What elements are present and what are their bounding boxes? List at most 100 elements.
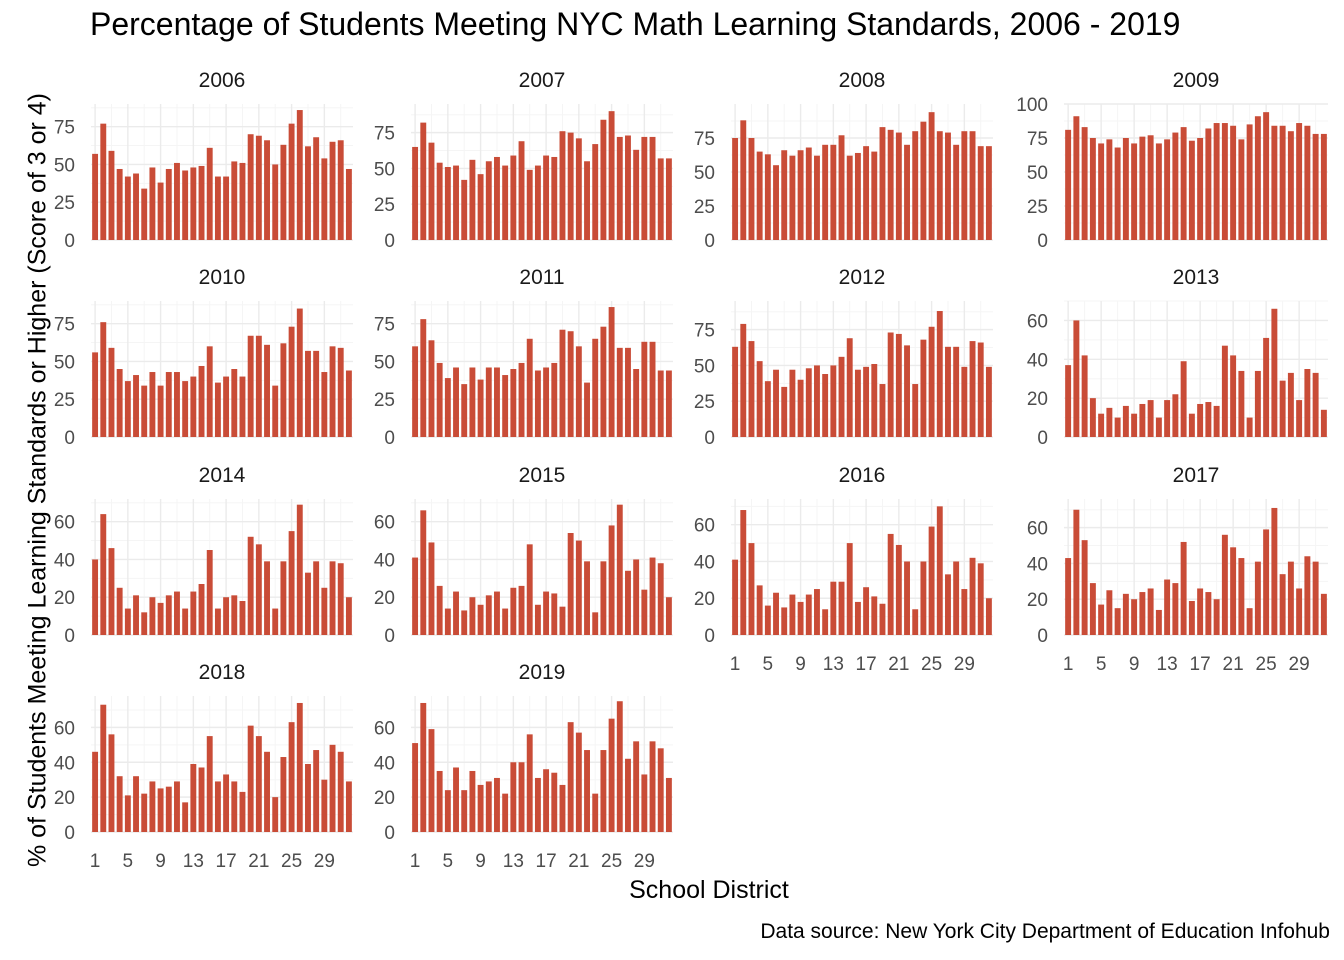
bar-district-10 (805, 594, 812, 635)
bar-district-9 (477, 784, 484, 832)
bar-district-20 (247, 134, 254, 240)
bar-district-15 (1180, 361, 1187, 437)
bar-district-21 (1230, 547, 1237, 635)
x-tick-label: 25 (601, 851, 622, 872)
bar-district-14 (518, 362, 525, 437)
bar-district-25 (608, 525, 615, 635)
bar-district-31 (1312, 133, 1319, 240)
bar-district-24 (920, 339, 927, 437)
bar-district-6 (773, 165, 779, 240)
bar-district-16 (854, 152, 861, 240)
bar-district-2 (740, 510, 747, 635)
x-tick-label: 1 (1063, 654, 1074, 675)
bar-district-5 (444, 608, 451, 635)
y-tick-label: 60 (1027, 311, 1048, 332)
bar-district-14 (198, 165, 205, 240)
y-tick-label: 25 (694, 197, 715, 218)
bar-district-3 (428, 542, 435, 635)
bar-district-13 (510, 369, 517, 437)
bar-district-9 (797, 150, 804, 240)
y-tick-label: 25 (1027, 197, 1048, 218)
bar-district-8 (149, 167, 156, 240)
bar-district-32 (665, 597, 672, 635)
bar-district-4 (436, 585, 443, 635)
bar-district-6 (453, 767, 459, 832)
bar-district-15 (526, 734, 533, 832)
bar-district-1 (412, 557, 419, 635)
bar-district-13 (510, 587, 517, 635)
bar-district-11 (1147, 400, 1154, 437)
bar-district-6 (133, 595, 139, 635)
y-tick-label: 50 (54, 352, 75, 373)
bar-district-23 (272, 608, 279, 635)
bar-district-21 (255, 335, 262, 437)
bar-district-18 (231, 781, 238, 832)
bar-district-14 (518, 141, 525, 240)
bar-district-18 (871, 363, 878, 437)
bar-district-28 (953, 561, 960, 635)
bar-district-11 (494, 591, 500, 635)
y-tick-label: 0 (704, 231, 715, 252)
bar-district-16 (214, 382, 221, 437)
bar-district-30 (649, 136, 656, 240)
bar-district-8 (1122, 138, 1129, 240)
bar-district-15 (526, 544, 533, 635)
y-tick-label: 40 (374, 753, 395, 774)
bar-district-10 (805, 368, 812, 437)
y-tick-label: 0 (64, 231, 75, 252)
bar-district-23 (592, 338, 599, 437)
bar-district-8 (149, 597, 156, 635)
bar-district-24 (600, 119, 607, 240)
bar-district-30 (649, 341, 656, 437)
y-tick-label: 0 (384, 626, 395, 647)
panel-2013: 0 20 40 60 2013 (1027, 266, 1328, 449)
bar-district-6 (1106, 139, 1113, 240)
bar-district-9 (477, 174, 484, 240)
bar-district-24 (280, 757, 287, 832)
y-tick-label: 60 (54, 718, 75, 739)
bar-district-1 (92, 559, 99, 635)
bar-district-2 (420, 510, 427, 635)
bar-district-13 (190, 591, 197, 635)
bar-district-24 (600, 750, 607, 832)
bar-district-11 (174, 781, 180, 832)
bar-district-18 (1205, 128, 1212, 240)
facet-strip-label: 2008 (839, 69, 886, 92)
bar-district-4 (116, 168, 123, 240)
bar-district-17 (223, 774, 230, 832)
bar-district-5 (124, 795, 131, 832)
bar-district-28 (953, 144, 960, 240)
y-tick-label: 25 (374, 195, 395, 216)
bar-district-15 (206, 346, 213, 437)
y-tick-label: 50 (374, 352, 395, 373)
bar-district-5 (444, 790, 451, 832)
bar-district-17 (223, 376, 230, 437)
bar-district-4 (756, 151, 763, 240)
bar-district-21 (1230, 125, 1237, 240)
bar-district-31 (337, 751, 344, 832)
bar-district-27 (945, 132, 951, 240)
bar-district-10 (165, 372, 172, 437)
bar-district-1 (732, 138, 739, 240)
facet-strip-label: 2016 (839, 464, 886, 487)
bar-district-20 (1221, 345, 1228, 437)
y-tick-label: 40 (694, 552, 715, 573)
bar-district-1 (732, 346, 739, 437)
bar-district-20 (887, 332, 894, 437)
bar-district-7 (141, 188, 148, 240)
bar-district-2 (100, 704, 107, 832)
bar-district-2 (100, 123, 107, 240)
chart-title: Percentage of Students Meeting NYC Math … (90, 6, 1181, 42)
bar-district-19 (1213, 599, 1220, 635)
bar-district-5 (124, 176, 131, 240)
bar-district-5 (444, 166, 451, 240)
bar-district-21 (255, 736, 262, 832)
bar-district-15 (206, 736, 213, 832)
bar-district-15 (1180, 541, 1187, 635)
bar-district-3 (428, 729, 435, 832)
bar-district-7 (461, 384, 468, 437)
bar-district-25 (1263, 337, 1270, 437)
bar-district-12 (822, 144, 829, 240)
bar-district-31 (337, 563, 344, 635)
bar-district-2 (420, 702, 427, 832)
